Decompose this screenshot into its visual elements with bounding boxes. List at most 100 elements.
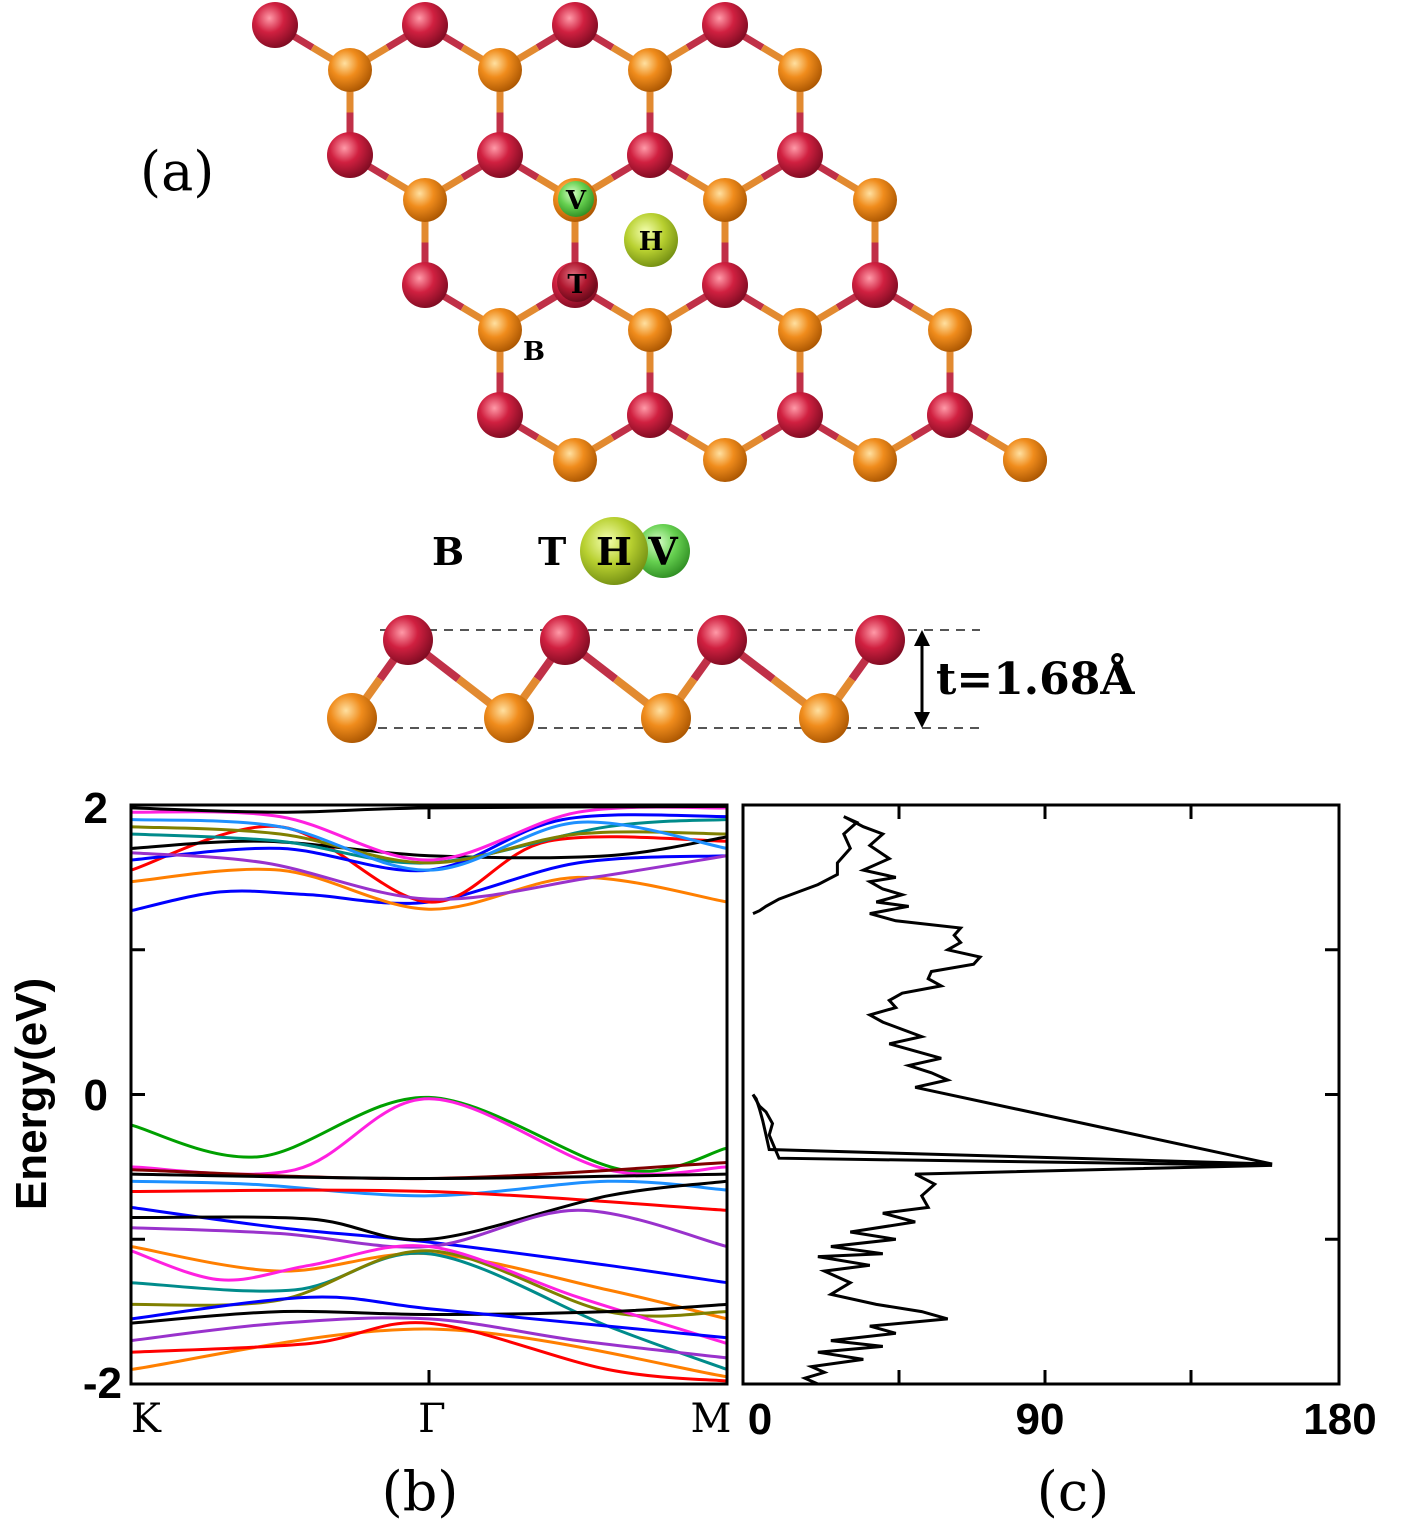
band-lines — [131, 805, 727, 1383]
red-atom — [477, 132, 523, 178]
orange-atom — [853, 438, 897, 482]
side-orange-atom — [641, 693, 691, 743]
red-atom — [777, 132, 823, 178]
site-v-label: V — [565, 186, 587, 216]
k-point-label-k: K — [131, 1396, 162, 1442]
side-site-b-label: B — [432, 529, 464, 574]
red-atom — [402, 262, 448, 308]
side-atoms — [327, 615, 905, 743]
orange-atom — [703, 438, 747, 482]
band-line — [131, 825, 727, 865]
energy-axis-label: Energy(eV) — [7, 978, 56, 1210]
red-atom — [777, 392, 823, 438]
red-atom — [702, 262, 748, 308]
side-site-h-label: H — [596, 529, 632, 574]
orange-atom — [778, 308, 822, 352]
dos-chart: 0 90 180 — [741, 803, 1377, 1444]
y-tick-label-2: 2 — [84, 784, 108, 833]
band-line — [131, 1321, 727, 1383]
band-line — [131, 1097, 727, 1176]
band-line — [131, 818, 727, 872]
red-atom — [477, 392, 523, 438]
orange-atom — [553, 438, 597, 482]
band-line — [131, 1188, 727, 1212]
dos-line-conduction — [751, 815, 1273, 1166]
orange-atom — [478, 48, 522, 92]
band-line — [131, 805, 727, 814]
band-line — [131, 1316, 727, 1360]
dos-x-tick-90: 90 — [1016, 1395, 1065, 1444]
red-atom — [852, 262, 898, 308]
orange-atom — [853, 178, 897, 222]
k-point-label-m: M — [691, 1396, 732, 1442]
side-bonds — [348, 636, 884, 722]
red-atom — [702, 2, 748, 48]
orange-atom — [1003, 438, 1047, 482]
lattice-side-view: B T V H t=1.68Å — [327, 517, 1135, 743]
band-structure-chart: Energy(eV) 2 0 -2 K Γ M — [7, 784, 731, 1442]
dos-x-tick-180: 180 — [1303, 1395, 1376, 1444]
k-point-label-gamma: Γ — [418, 1396, 446, 1442]
band-line — [131, 1251, 727, 1371]
orange-atom — [778, 48, 822, 92]
side-site-v-marker: V — [636, 524, 690, 578]
y-tick-label-0: 0 — [84, 1071, 108, 1120]
band-ticks — [131, 803, 431, 1386]
band-line — [131, 835, 727, 860]
band-line — [131, 1179, 727, 1242]
side-red-atom — [697, 615, 747, 665]
dos-curve — [751, 815, 1273, 1384]
site-t-label: T — [567, 270, 587, 300]
orange-atom — [478, 308, 522, 352]
panel-label-c: (c) — [1037, 1460, 1109, 1523]
red-atom — [327, 132, 373, 178]
thickness-label: t=1.68Å — [936, 652, 1135, 705]
site-t-marker: T — [557, 262, 597, 302]
site-h-label: H — [639, 227, 664, 257]
side-red-atom — [855, 615, 905, 665]
orange-atom — [628, 308, 672, 352]
dos-plot-frame — [741, 803, 1341, 1386]
side-orange-atom — [327, 693, 377, 743]
side-site-v-label: V — [647, 529, 679, 574]
site-h-marker: H — [624, 213, 678, 267]
band-line — [131, 1302, 727, 1325]
band-line — [131, 1295, 727, 1340]
red-atom — [927, 392, 973, 438]
red-atom — [627, 132, 673, 178]
panel-label-a: (a) — [140, 140, 214, 203]
band-line — [131, 1244, 727, 1345]
red-atom — [552, 2, 598, 48]
side-red-atom — [383, 615, 433, 665]
side-orange-atom — [799, 693, 849, 743]
side-site-h-marker: H — [580, 517, 648, 585]
orange-atom — [928, 308, 972, 352]
band-line — [131, 1172, 727, 1181]
band-line — [131, 1205, 727, 1285]
band-line — [131, 1327, 727, 1379]
red-atom — [402, 2, 448, 48]
red-atom — [627, 392, 673, 438]
band-line — [131, 1179, 727, 1198]
site-b-label: B — [523, 337, 545, 367]
site-v-marker: V — [558, 181, 594, 217]
lattice-top-view — [252, 2, 1047, 482]
side-orange-atom — [484, 693, 534, 743]
band-line — [131, 867, 727, 911]
side-site-t-label: T — [538, 529, 566, 574]
y-tick-label-neg2: -2 — [83, 1359, 122, 1408]
lattice-atoms — [252, 2, 1047, 482]
orange-atom — [703, 178, 747, 222]
orange-atom — [328, 48, 372, 92]
band-line — [131, 851, 727, 901]
orange-atom — [403, 178, 447, 222]
thickness-arrow — [914, 630, 930, 728]
dos-x-tick-0: 0 — [748, 1395, 772, 1444]
orange-atom — [628, 48, 672, 92]
panel-label-b: (b) — [382, 1460, 459, 1523]
dos-line-valence — [751, 1093, 1273, 1384]
side-red-atom — [540, 615, 590, 665]
band-line — [131, 1095, 727, 1173]
dos-ticks — [897, 803, 1339, 1386]
